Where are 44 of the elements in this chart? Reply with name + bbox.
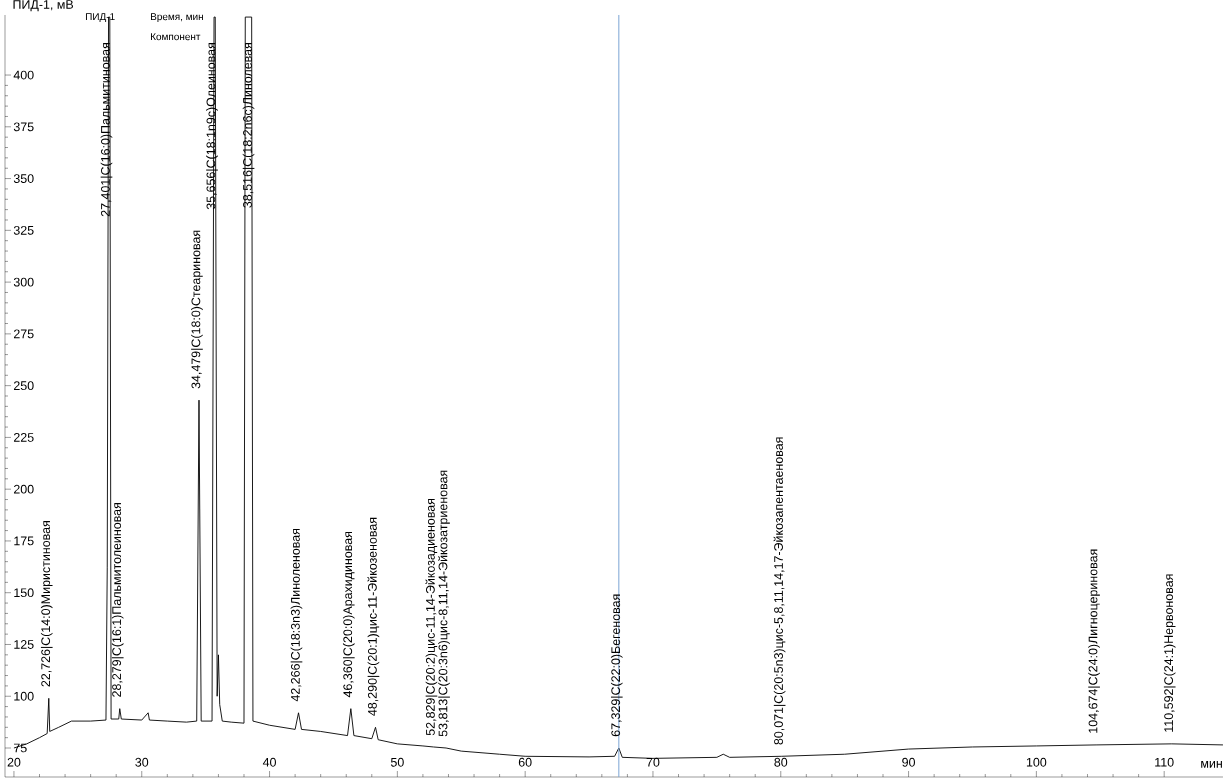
x-tick-label: 110 bbox=[1155, 757, 1174, 767]
y-tick-label: 150 bbox=[14, 588, 34, 598]
y-tick-label: 375 bbox=[13, 122, 34, 132]
annotation: 46,360|C(20:0)Арахидиновая bbox=[342, 532, 355, 698]
annotation: 27,401|C(16:0)Пальмитиновая bbox=[100, 43, 113, 217]
annotation: 34,479|C(18:0)Стеариновая bbox=[191, 230, 203, 389]
annotation: Компонент bbox=[151, 33, 201, 41]
x-tick-label: 90 bbox=[902, 757, 915, 767]
y-tick-label: 175 bbox=[14, 536, 34, 546]
annotation: 22,726|C(14:0)Миристиновая bbox=[40, 521, 53, 687]
y-tick-label: 300 bbox=[13, 277, 34, 287]
annotation: 67,329|C(22:0)Бегеновая bbox=[610, 594, 623, 737]
y-tick-label: 275 bbox=[13, 329, 34, 339]
x-tick-label: 40 bbox=[262, 757, 276, 767]
y-tick-label: 250 bbox=[13, 381, 34, 391]
x-tick-label: 70 bbox=[646, 757, 660, 767]
y-tick-label: 225 bbox=[13, 433, 34, 442]
annotation: 48,290|C(20:1)цис-11-Эйкозеновая bbox=[367, 517, 380, 716]
x-tick-label: 80 bbox=[774, 757, 788, 767]
annotation: 80,071|C(20:5n3)цис-5,8,11,14,17-Эйкозапентаеновая bbox=[773, 437, 786, 745]
annotation: 28,279|C(16:1)Пальмитолеиновая bbox=[111, 503, 124, 697]
annotation: Время, мин bbox=[151, 13, 203, 23]
annotation: 53,813|C(20:3n6)цис-8,11,14-Эйкозатриеновая bbox=[438, 470, 450, 737]
x-tick-label: 60 bbox=[518, 757, 532, 767]
y-tick-label: 75 bbox=[13, 743, 27, 753]
x-tick-label: 20 bbox=[7, 757, 21, 767]
x-axis-title: мин bbox=[1201, 761, 1222, 768]
y-tick-label: 350 bbox=[13, 174, 34, 183]
x-tick-label: 100 bbox=[1026, 757, 1047, 767]
x-tick-label: 30 bbox=[135, 757, 149, 767]
annotation: 110,592|C(24:1)Нервоновая bbox=[1163, 574, 1176, 732]
annotation: 38,516|C(18:2n6c)Линолевая bbox=[242, 43, 255, 208]
annotation: 104,674|C(24:0)Лигноцериновая bbox=[1088, 549, 1100, 733]
y-axis-title: ПИД-1, мВ bbox=[13, 0, 74, 12]
annotation: 42,266|C(18:3n3)Линоленовая bbox=[290, 529, 303, 702]
annotation: 35,656|C(18:1n9c)Олеиновая bbox=[206, 43, 218, 210]
annotation: ПИД-1 bbox=[85, 13, 115, 23]
y-tick-label: 325 bbox=[13, 225, 34, 235]
annotation: 52,829|C(20:2)цис-11,14-Эйкозадиеновая bbox=[425, 498, 438, 736]
y-tick-label: 200 bbox=[13, 484, 34, 494]
y-tick-label: 125 bbox=[14, 640, 34, 649]
y-tick-label: 100 bbox=[14, 691, 34, 701]
y-tick-label: 400 bbox=[13, 70, 34, 80]
x-tick-label: 50 bbox=[390, 757, 404, 767]
